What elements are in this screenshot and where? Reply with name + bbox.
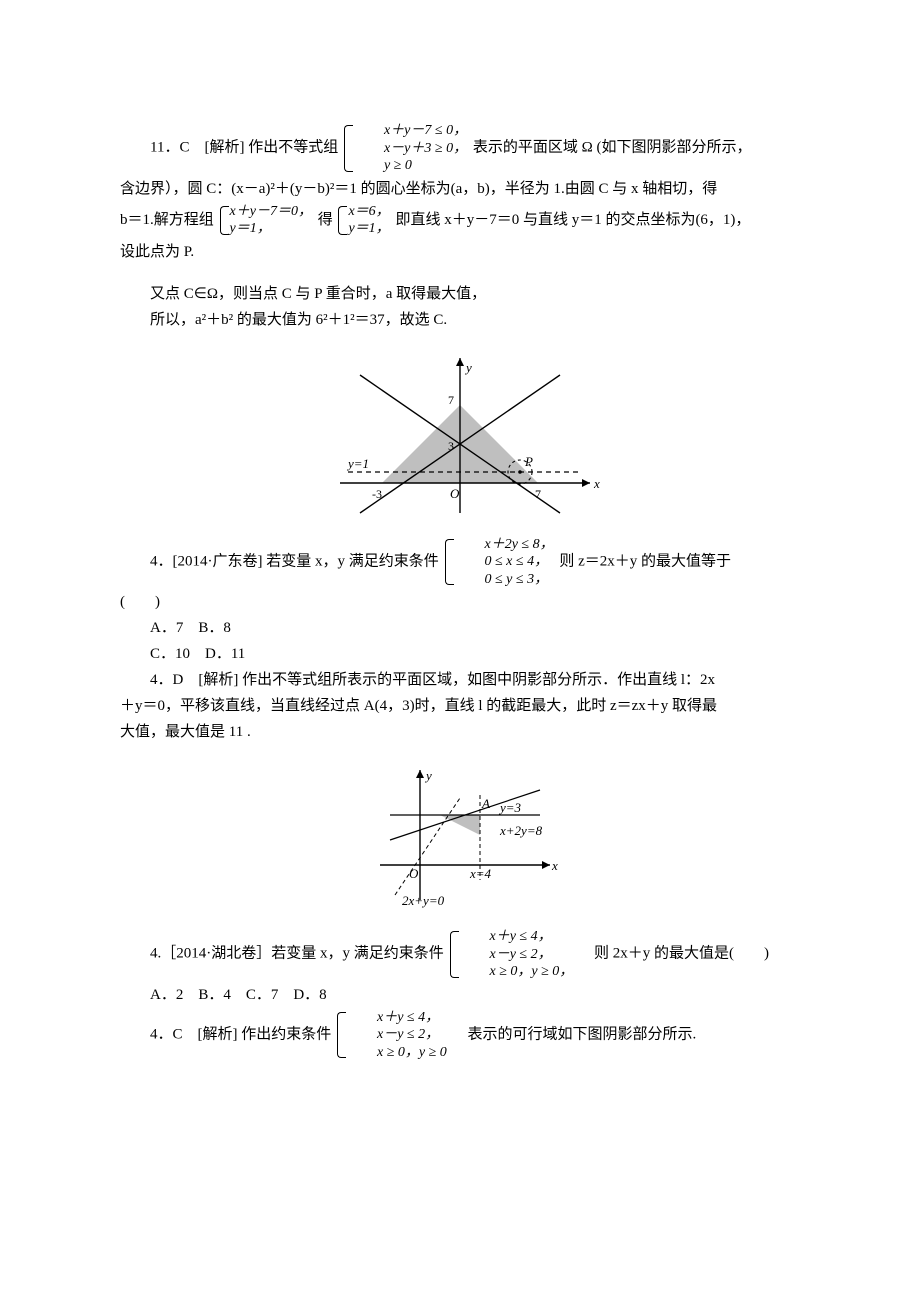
svg-text:y=1: y=1 xyxy=(346,456,369,471)
svg-text:x: x xyxy=(551,858,558,873)
p4a-optC: C．10 D．11 xyxy=(120,642,800,666)
figure-1: y x 7 3 -3 7 O y=1 P xyxy=(120,338,800,526)
svg-text:A: A xyxy=(481,796,490,811)
p11-sys1: x＋y－7 ≤ 0， x－y＋3 ≥ 0， y ≥ 0 xyxy=(344,122,467,175)
svg-text:x=4: x=4 xyxy=(469,866,492,881)
p11-after1: 表示的平面区域 Ω (如下图阴影部分所示， xyxy=(473,140,752,156)
p4a-sol2: ＋y＝0，平移该直线，当直线经过点 A(4，3)时，直线 l 的截距最大，此时 … xyxy=(120,694,800,718)
svg-text:7: 7 xyxy=(535,487,541,501)
p4b-opts: A．2 B．4 C．7 D．8 xyxy=(120,983,800,1007)
p11-line4: 设此点为 P. xyxy=(120,240,800,264)
svg-text:y=3: y=3 xyxy=(498,800,522,815)
p4b-sol-after: 表示的可行域如下图阴影部分所示. xyxy=(453,1026,697,1042)
p4a-after: 则 z＝2x＋y 的最大值等于 xyxy=(559,553,731,569)
p11-line6: 所以，a²＋b² 的最大值为 6²＋1²＝37，故选 C. xyxy=(120,308,800,332)
svg-text:3: 3 xyxy=(448,439,454,453)
svg-text:x+2y=8: x+2y=8 xyxy=(499,823,543,838)
page: 11．C [解析] 作出不等式组 x＋y－7 ≤ 0， x－y＋3 ≥ 0， y… xyxy=(0,0,920,1103)
p4a-optA: A．7 B．8 xyxy=(120,616,800,640)
svg-text:x: x xyxy=(593,476,600,491)
p4b-sol-sys: x＋y ≤ 4， x－y ≤ 2， x ≥ 0，y ≥ 0 xyxy=(337,1009,447,1062)
p4a-sol3: 大值，最大值是 11 . xyxy=(120,720,800,744)
p4b-after: 则 2x＋y 的最大值是( ) xyxy=(579,946,769,962)
p11-sys3: x＝6， y＝1， xyxy=(338,203,389,238)
p4a-sys: x＋2y ≤ 8， 0 ≤ x ≤ 4， 0 ≤ y ≤ 3， xyxy=(445,536,554,589)
p11-lead: 11．C [解析] 作出不等式组 xyxy=(150,140,338,156)
p4b-lead: 4.［2014·湖北卷］若变量 x，y 满足约束条件 xyxy=(150,946,444,962)
p4a-sol1: 4．D [解析] 作出不等式组所表示的平面区域，如图中阴影部分所示．作出直线 l… xyxy=(120,668,800,692)
p11-line3: b＝1.解方程组 x＋y－7＝0， y＝1， 得 x＝6， y＝1， 即直线 x… xyxy=(120,203,800,238)
p4a-lead-line: 4．[2014·广东卷] 若变量 x，y 满足约束条件 x＋2y ≤ 8， 0 … xyxy=(120,536,800,589)
p11-line3c: 即直线 x＋y－7＝0 与直线 y＝1 的交点坐标为(6，1)， xyxy=(395,211,750,227)
p11-line5: 又点 C∈Ω，则当点 C 与 P 重合时，a 取得最大值， xyxy=(120,282,800,306)
svg-text:2x+y=0: 2x+y=0 xyxy=(402,893,445,908)
svg-text:O: O xyxy=(409,866,419,881)
p11-sys2: x＋y－7＝0， y＝1， xyxy=(220,203,312,238)
figure-2: y x O A y=3 x+2y=8 x=4 2x+y=0 xyxy=(120,750,800,918)
p4a-paren: ( ) xyxy=(120,590,800,614)
svg-text:-3: -3 xyxy=(372,487,382,501)
p4a-lead: 4．[2014·广东卷] 若变量 x，y 满足约束条件 xyxy=(150,553,439,569)
svg-text:y: y xyxy=(464,360,472,375)
svg-text:P: P xyxy=(524,454,533,469)
svg-text:7: 7 xyxy=(448,393,454,407)
p11-line3a: b＝1.解方程组 xyxy=(120,211,214,227)
p4b-sol-line: 4．C [解析] 作出约束条件 x＋y ≤ 4， x－y ≤ 2， x ≥ 0，… xyxy=(120,1009,800,1062)
p11-line2: 含边界），圆 C：(x－a)²＋(y－b)²＝1 的圆心坐标为(a，b)，半径为… xyxy=(120,177,800,201)
p4b-sol-lead: 4．C [解析] 作出约束条件 xyxy=(150,1026,331,1042)
p4b-sys: x＋y ≤ 4， x－y ≤ 2， x ≥ 0，y ≥ 0， xyxy=(450,928,574,981)
p11-line3b: 得 xyxy=(318,211,333,227)
svg-text:O: O xyxy=(450,486,460,501)
p4b-lead-line: 4.［2014·湖北卷］若变量 x，y 满足约束条件 x＋y ≤ 4， x－y … xyxy=(120,928,800,981)
svg-text:y: y xyxy=(424,768,432,783)
p11-line1: 11．C [解析] 作出不等式组 x＋y－7 ≤ 0， x－y＋3 ≥ 0， y… xyxy=(120,122,800,175)
